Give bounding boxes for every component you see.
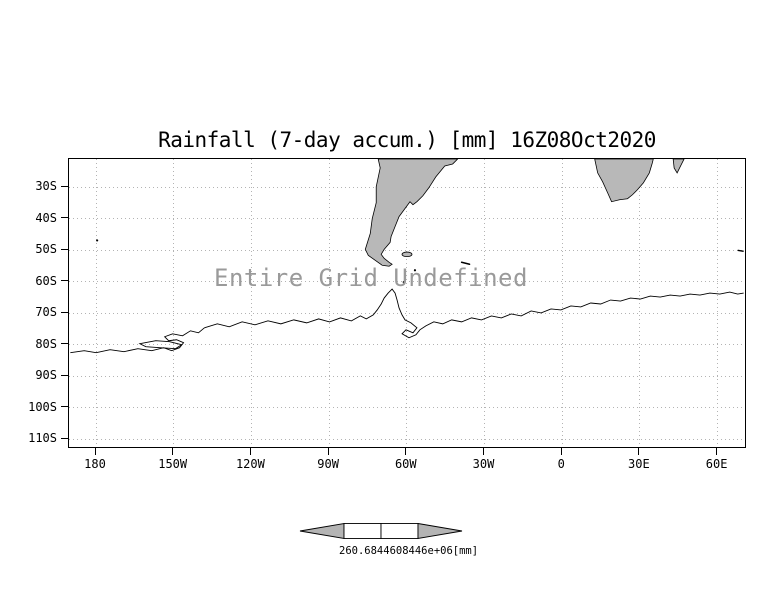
colorbar-left-arrow: [299, 522, 345, 540]
lon-tick-mark: [716, 448, 718, 455]
lon-tick-label: 60W: [394, 457, 417, 471]
lat-tick-label: 50S: [35, 242, 57, 256]
landmass-madagascar: [672, 159, 685, 174]
lon-gridline: [484, 159, 485, 447]
lon-tick-label: 120W: [235, 457, 265, 471]
lat-tick-label: 80S: [35, 336, 57, 351]
lon-tick-mark: [327, 448, 329, 455]
lat-tick-mark: [61, 280, 68, 281]
lon-tick-label: 150W: [158, 457, 188, 471]
island-dot-2: [413, 269, 417, 272]
lon-gridline: [406, 159, 408, 447]
annotation-undefined: Entire Grid Undefined: [214, 264, 528, 292]
lon-tick-mark: [172, 448, 174, 455]
lat-tick-mark: [61, 311, 68, 313]
lon-gridline: [561, 159, 563, 447]
lat-tick-mark: [61, 437, 68, 439]
lon-tick-label: 60E: [705, 457, 728, 471]
lon-tick-label: 30W: [472, 457, 495, 471]
lon-tick-label: 90W: [317, 457, 339, 471]
lat-tick-label: 60S: [35, 273, 57, 288]
island-dash-right-edge: [737, 249, 744, 253]
map-svg: [70, 159, 744, 354]
grid-layer: [69, 159, 745, 447]
island-falklands: [401, 251, 413, 258]
colorbar-label: 260.6844608446e+06[mm]: [339, 545, 479, 557]
lon-gridline: [717, 159, 719, 447]
lat-tick-mark: [61, 343, 68, 344]
colorbar-cell-1: [343, 523, 382, 539]
antarctica-coastline: [204, 288, 744, 339]
lat-tick-label: 30S: [35, 179, 57, 193]
colorbar-cell-2: [380, 523, 419, 539]
lon-gridline: [173, 159, 175, 447]
lon-tick-mark: [638, 448, 640, 455]
lon-tick-label: 0: [557, 457, 565, 471]
lon-tick-mark: [405, 448, 407, 455]
lon-gridline: [328, 159, 330, 447]
lat-tick-label: 40S: [35, 210, 57, 225]
island-dot-1: [402, 280, 406, 284]
lon-gridline: [95, 159, 97, 447]
island-south-georgia: [460, 261, 471, 266]
lat-tick-label: 100S: [28, 399, 57, 414]
lon-gridline: [250, 159, 252, 447]
antarctica-coast-west: [70, 327, 205, 354]
landmass-africa: [594, 159, 654, 203]
colorbar: [299, 522, 463, 540]
lon-tick-mark: [483, 448, 484, 455]
landmass-south-america: [364, 159, 459, 267]
lat-tick-mark: [61, 185, 68, 187]
lat-tick-mark: [61, 248, 68, 250]
antarctica-iceshelf-loop: [138, 340, 183, 350]
plot-frame: Entire Grid Undefined: [68, 158, 746, 448]
lon-tick-label: 30E: [628, 457, 650, 471]
lat-tick-mark: [61, 406, 68, 407]
lat-tick-label: 90S: [35, 368, 57, 382]
lon-tick-mark: [560, 448, 562, 455]
lon-gridline: [639, 159, 641, 447]
lon-tick-label: 180: [84, 457, 106, 471]
lat-tick-mark: [61, 374, 68, 376]
plot-title: Rainfall (7-day accum.) [mm] 16Z08Oct202…: [158, 128, 656, 152]
lon-tick-mark: [249, 448, 251, 455]
lat-tick-label: 110S: [28, 431, 57, 445]
island-dot-3: [96, 239, 99, 242]
lon-tick-mark: [94, 448, 96, 455]
lat-tick-mark: [61, 217, 68, 218]
lat-tick-label: 70S: [35, 305, 57, 319]
colorbar-right-arrow: [417, 522, 463, 540]
